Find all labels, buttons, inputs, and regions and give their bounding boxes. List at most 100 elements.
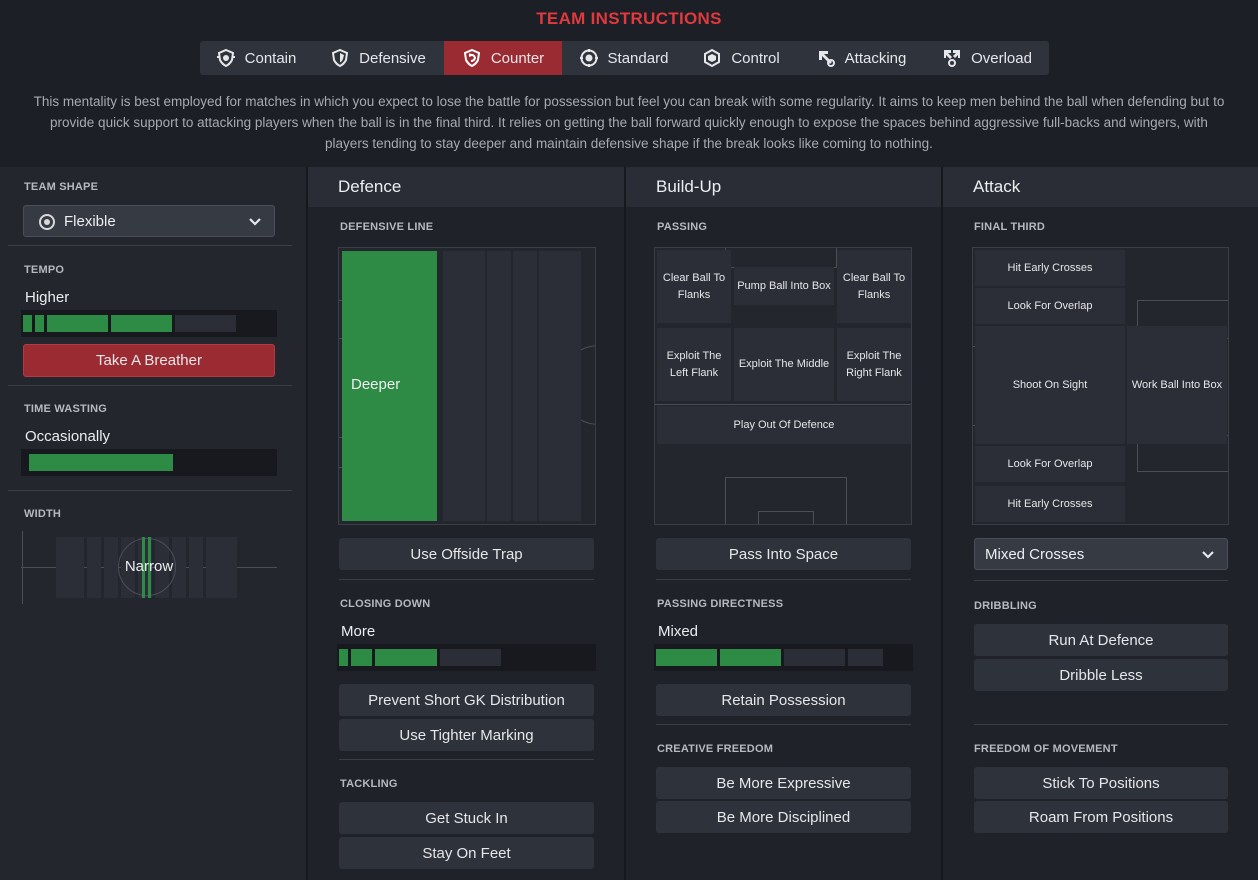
mentality-description: This mentality is best employed for matc… [33,94,1225,151]
closing-down-slider[interactable] [337,644,596,671]
tempo-segment [175,315,236,332]
crosses-dropdown[interactable]: Mixed Crosses [974,538,1228,570]
zone-clear-left[interactable]: Clear Ball To Flanks [657,250,731,323]
width-slider[interactable]: Narrow [21,531,277,604]
defensive-line-value: Deeper [351,376,401,393]
defensive-icon [332,48,349,68]
width-value: Narrow [124,558,174,575]
attack-panel: Attack FINAL THIRD Hit Early Crosses Loo… [943,167,1258,880]
passing-directness-slider[interactable] [654,644,913,671]
tab-standard[interactable]: Standard [562,41,685,75]
counter-icon [463,48,480,68]
final-third-label: FINAL THIRD [974,221,1046,233]
use-offside-trap-button[interactable]: Use Offside Trap [339,538,594,570]
take-a-breather-button[interactable]: Take A Breather [23,344,275,377]
team-shape-label: TEAM SHAPE [24,181,99,193]
column-divider [624,167,626,880]
prevent-short-gk-button[interactable]: Prevent Short GK Distribution [339,684,594,716]
zone-overlap-top[interactable]: Look For Overlap [975,288,1125,324]
zone-pump-box[interactable]: Pump Ball Into Box [734,267,834,305]
stick-to-positions-button[interactable]: Stick To Positions [974,767,1228,799]
control-icon [704,48,721,68]
width-zone [56,537,84,598]
tab-control[interactable]: Control [685,41,797,75]
time-wasting-value: Occasionally [25,428,111,445]
dribble-less-button[interactable]: Dribble Less [974,659,1228,691]
center-circle [118,538,176,596]
closing-down-segment [375,649,437,666]
zone-hit-early-bottom[interactable]: Hit Early Crosses [975,486,1125,522]
standard-icon [579,49,598,67]
tempo-segment [47,315,108,332]
zone-exploit-right[interactable]: Exploit The Right Flank [837,328,911,401]
pass-into-space-button[interactable]: Pass Into Space [656,538,911,570]
goal-box [725,248,837,268]
tab-overload[interactable]: Overload [925,41,1049,75]
chevron-down-icon [1202,551,1214,559]
tab-label: Standard [607,49,669,67]
divider [8,490,292,491]
column-divider [306,167,308,880]
attack-title: Attack [943,167,1258,207]
tab-label: Control [731,49,780,67]
use-tighter-marking-button[interactable]: Use Tighter Marking [339,719,594,751]
divider [974,724,1228,725]
stay-on-feet-button[interactable]: Stay On Feet [339,837,594,869]
tempo-slider[interactable] [21,310,277,337]
defensive-line-pitch[interactable]: Deeper [338,247,596,525]
tempo-label: TEMPO [24,264,65,276]
tempo-segment [23,315,32,332]
defensive-line-zone [513,251,537,521]
width-marker [148,537,151,598]
be-more-expressive-button[interactable]: Be More Expressive [656,767,911,799]
attacking-icon [818,51,835,67]
roam-from-positions-button[interactable]: Roam From Positions [974,801,1228,833]
defence-title: Defence [308,167,624,207]
divider [339,759,594,760]
team-shape-dropdown[interactable]: Flexible [23,205,275,237]
directness-segment [656,649,717,666]
tab-contain[interactable]: Contain [200,41,312,75]
width-marker [142,537,145,598]
tempo-segment [111,315,172,332]
buildup-title: Build-Up [626,167,941,207]
width-label: WIDTH [24,508,62,520]
buildup-panel: Build-Up PASSING Clear Ball To Flanks Pu… [626,167,941,880]
divider [656,579,911,580]
be-more-disciplined-button[interactable]: Be More Disciplined [656,801,911,833]
tab-counter[interactable]: Counter [444,41,562,75]
zone-hit-early-top[interactable]: Hit Early Crosses [975,250,1125,286]
width-zone [104,537,118,598]
retain-possession-button[interactable]: Retain Possession [656,684,911,716]
get-stuck-in-button[interactable]: Get Stuck In [339,802,594,834]
crosses-value: Mixed Crosses [985,545,1085,563]
zone-exploit-middle[interactable]: Exploit The Middle [734,328,834,401]
zone-clear-right[interactable]: Clear Ball To Flanks [837,250,911,323]
final-third-pitch: Hit Early Crosses Look For Overlap Shoot… [972,247,1229,525]
zone-work-ball-into-box[interactable]: Work Ball Into Box [1127,326,1227,444]
zone-shoot-on-sight[interactable]: Shoot On Sight [975,326,1125,444]
zone-overlap-bottom[interactable]: Look For Overlap [975,446,1125,482]
divider [656,724,911,725]
defensive-line-fill [342,251,437,521]
tab-defensive[interactable]: Defensive [312,41,444,75]
zone-play-out[interactable]: Play Out Of Defence [657,406,911,444]
defence-panel: Defence DEFENSIVE LINE Deeper Use Offsid… [308,167,624,880]
contain-icon [216,48,235,68]
divider [8,245,292,246]
tab-attacking[interactable]: Attacking [797,41,925,75]
mentality-selector: Contain Defensive Counter Standard Contr… [200,41,1049,75]
zone-exploit-left[interactable]: Exploit The Left Flank [657,328,731,401]
closing-down-segment [440,649,501,666]
six-yard-box [758,511,814,524]
passing-pitch: Clear Ball To Flanks Pump Ball Into Box … [654,247,912,525]
closing-down-label: CLOSING DOWN [340,598,431,610]
run-at-defence-button[interactable]: Run At Defence [974,624,1228,656]
closing-down-value: More [341,623,376,640]
tab-label: Attacking [844,49,907,67]
closing-down-segment [351,649,372,666]
time-wasting-slider[interactable] [21,449,277,476]
time-wasting-segment [29,454,173,471]
dribbling-label: DRIBBLING [974,600,1037,612]
width-zone [206,537,237,598]
